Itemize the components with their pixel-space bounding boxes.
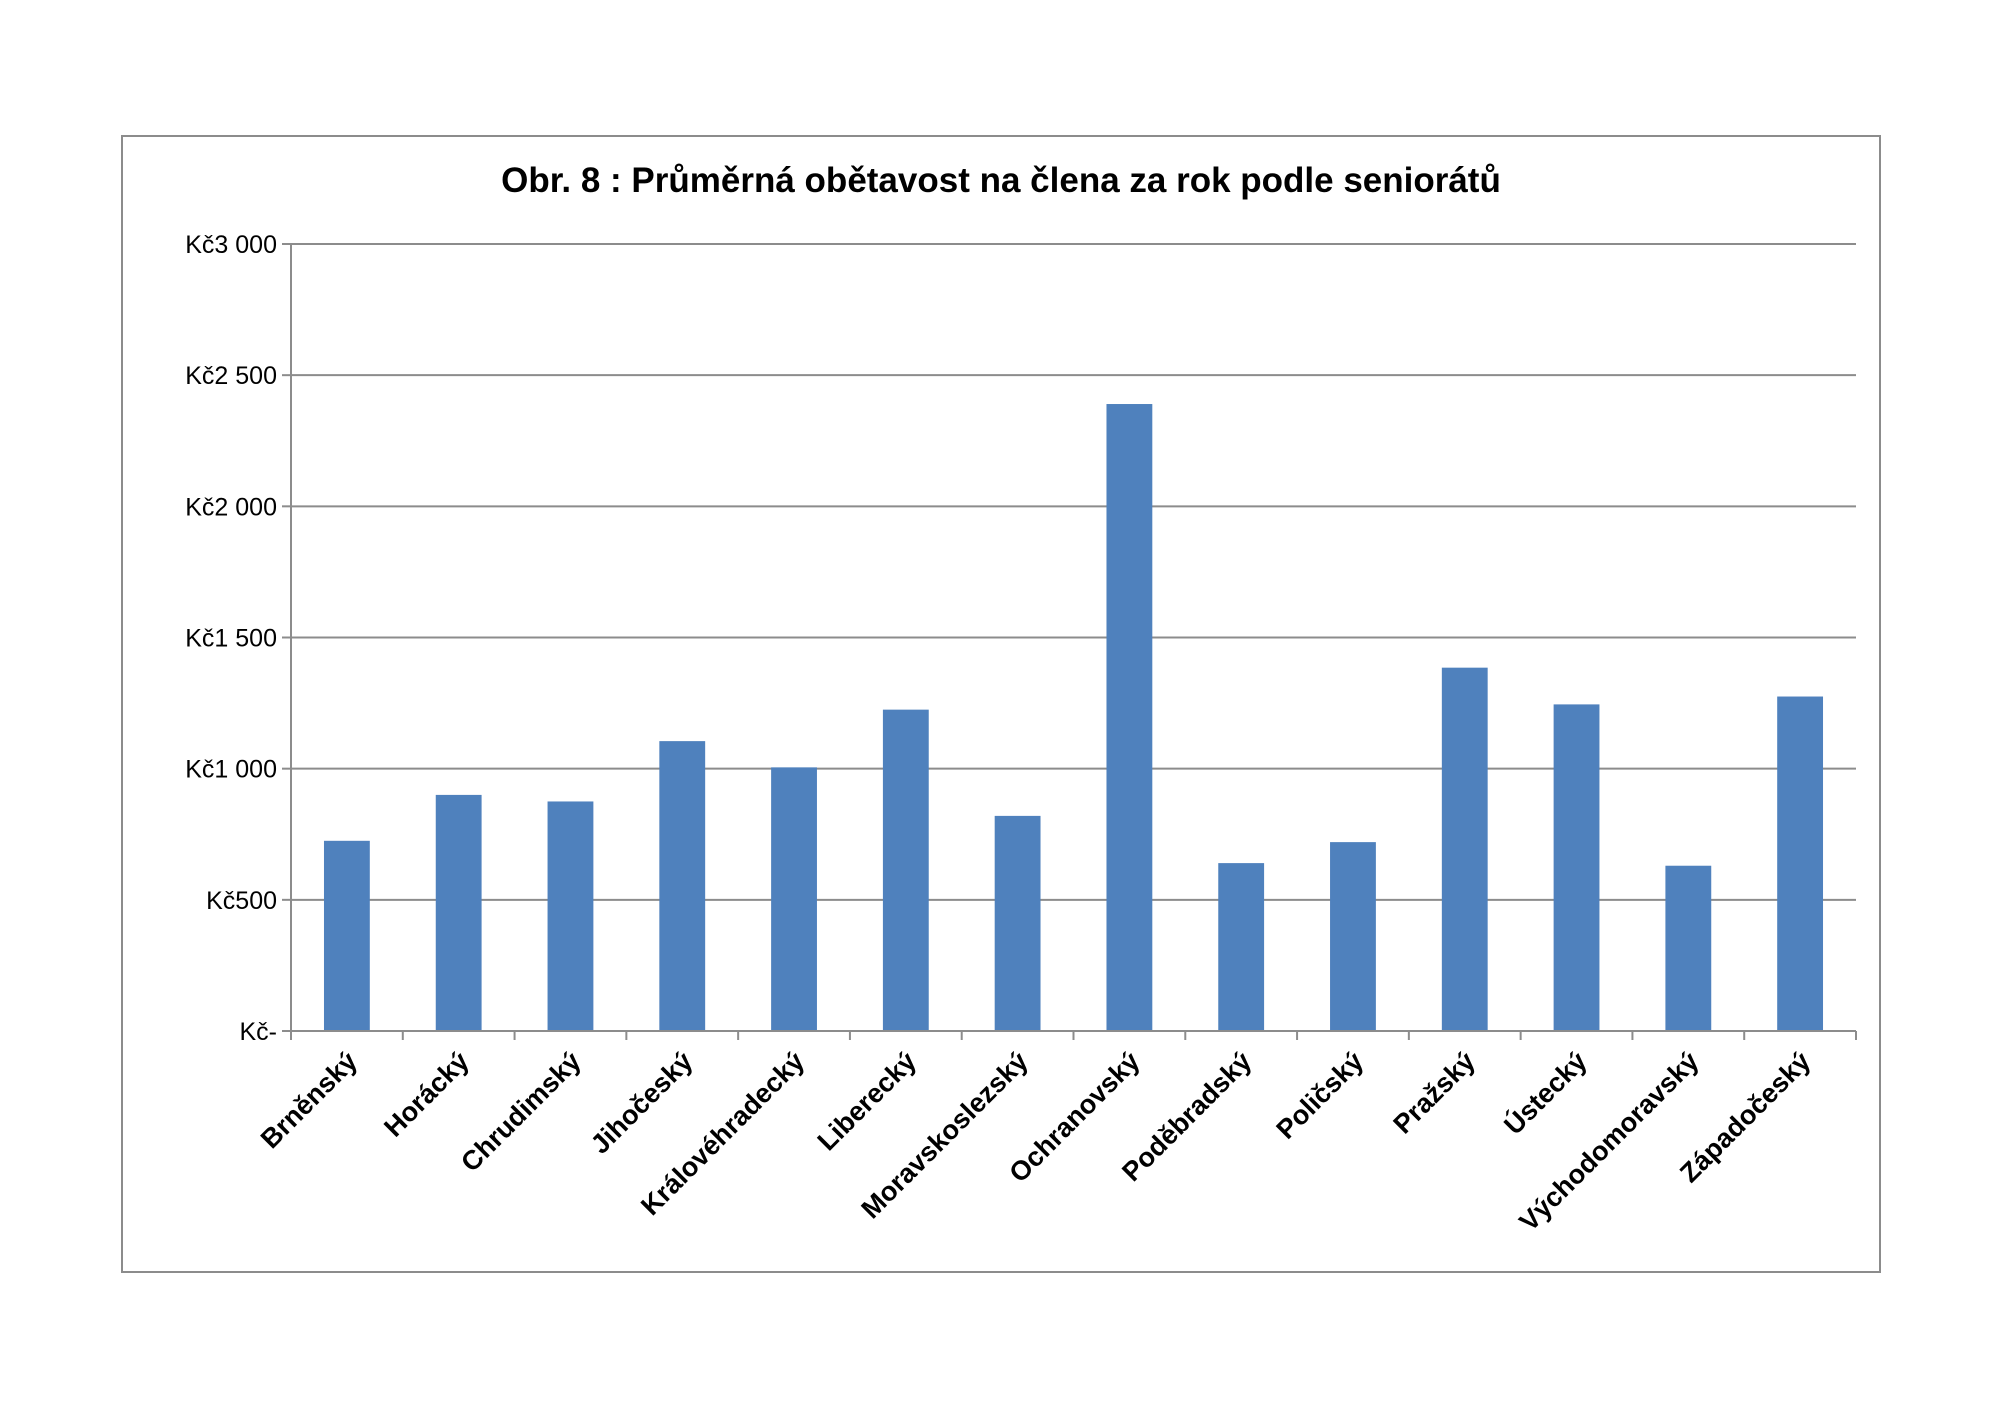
chart-title: Obr. 8 : Průměrná obětavost na člena za …: [501, 161, 1501, 200]
y-tick-label: Kč500: [206, 887, 277, 915]
x-tick-label: Poličský: [1271, 1046, 1370, 1145]
bar: [1330, 842, 1376, 1031]
bar-chart: Kč- Kč500 Kč1 000 Kč1 500 Kč2 000 Kč2 500 Kč3 …: [185, 231, 1857, 1237]
bar: [1665, 865, 1712, 1031]
bar: [994, 815, 1041, 1031]
x-tick-label: Brněnský: [255, 1046, 363, 1154]
y-tick-label: Kč3 000: [185, 231, 277, 259]
bar: [771, 767, 817, 1031]
y-tick-label: Kč1 500: [185, 625, 277, 653]
bar: [1441, 667, 1488, 1031]
bar: [659, 741, 706, 1031]
bar: [435, 794, 482, 1031]
chart-frame: Obr. 8 : Průměrná obětavost na člena za …: [121, 135, 1881, 1273]
bar: [1777, 696, 1824, 1031]
bars: [323, 404, 1824, 1032]
x-tick-label: Ústecký: [1498, 1045, 1593, 1140]
y-tick-label: Kč1 000: [185, 756, 277, 784]
y-tick-labels: Kč- Kč500 Kč1 000 Kč1 500 Kč2 000 Kč2 500 Kč3 …: [185, 231, 277, 1046]
x-tick-label: Horácký: [378, 1046, 475, 1143]
bar: [1218, 863, 1265, 1031]
x-tick-label: Jihočeský: [585, 1046, 699, 1160]
x-tick-label: Pražský: [1388, 1046, 1481, 1139]
x-tick-label: Chrudimský: [455, 1046, 587, 1178]
y-tick-label: Kč-: [240, 1018, 278, 1046]
bar: [1553, 704, 1600, 1031]
bar: [882, 709, 929, 1031]
bar: [1106, 404, 1153, 1032]
axes: [282, 243, 1857, 1040]
x-tick-labels: Brněnský HoráckýChrudimskýJihočeskýKrálov…: [255, 1045, 1816, 1237]
x-tick-label: Liberecký: [812, 1046, 922, 1156]
bar: [547, 801, 594, 1031]
y-tick-label: Kč2 500: [185, 362, 277, 390]
y-tick-label: Kč2 000: [185, 493, 277, 521]
gridlines: [291, 243, 1856, 901]
bar: [323, 840, 370, 1031]
